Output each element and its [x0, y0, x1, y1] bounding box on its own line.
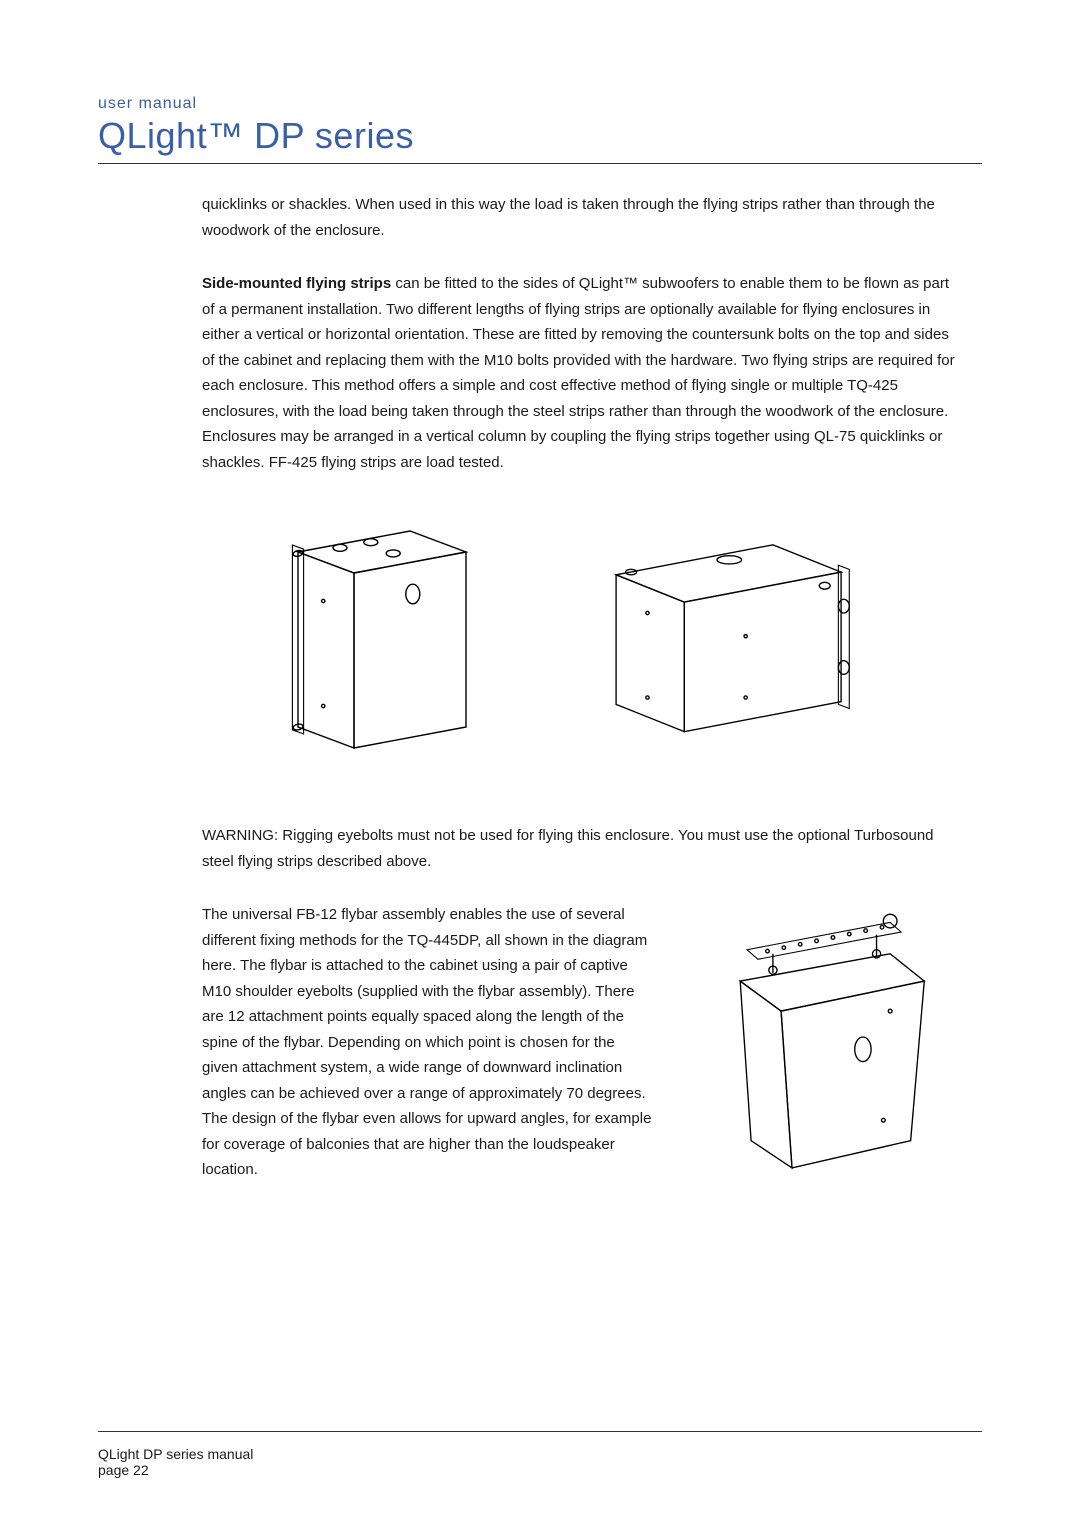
content-body: quicklinks or shackles. When used in thi…: [202, 192, 962, 1202]
para-side-mounted: Side-mounted flying strips can be fitted…: [202, 271, 962, 475]
page-footer: QLight DP series manual page 22: [98, 1431, 982, 1478]
para-warning: WARNING: Rigging eyebolts must not be us…: [202, 823, 962, 874]
diagram-row: [242, 503, 962, 783]
page-container: user manual QLight™ DP series quicklinks…: [0, 0, 1080, 1528]
para-intro-fragment: quicklinks or shackles. When used in thi…: [202, 192, 962, 243]
footer-rule: [98, 1431, 982, 1432]
header-rule: [98, 163, 982, 164]
diagram-flybar: [682, 902, 962, 1202]
flybar-section: The universal FB-12 flybar assembly enab…: [202, 902, 962, 1202]
para-flybar: The universal FB-12 flybar assembly enab…: [202, 902, 652, 1183]
side-mounted-rest: can be fitted to the sides of QLight™ su…: [202, 275, 955, 471]
header-pretitle: user manual: [98, 95, 982, 113]
footer-page-number: page 22: [98, 1462, 982, 1478]
header-title: QLight™ DP series: [98, 115, 982, 157]
footer-manual-name: QLight DP series manual: [98, 1446, 982, 1462]
diagram-horizontal-cabinet: [582, 503, 862, 783]
diagram-vertical-cabinet: [242, 503, 522, 783]
side-mounted-bold: Side-mounted flying strips: [202, 275, 391, 292]
page-header: user manual QLight™ DP series: [98, 95, 982, 164]
